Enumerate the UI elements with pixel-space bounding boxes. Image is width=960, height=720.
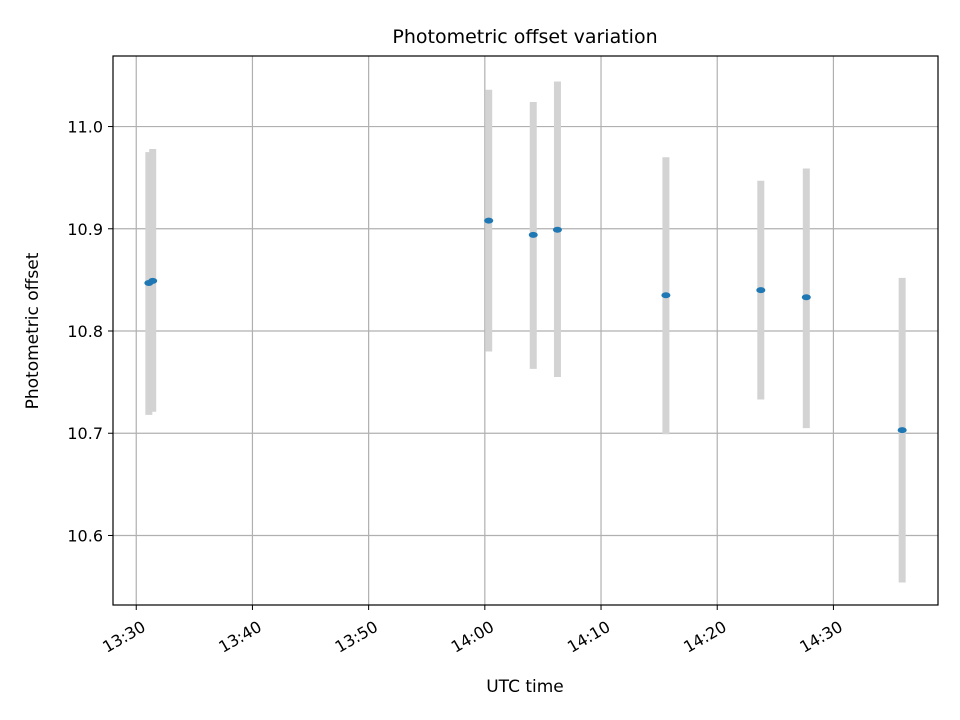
y-tick-label: 10.8 [67, 322, 103, 341]
y-axis-label: Photometric offset [23, 252, 43, 409]
data-point [552, 226, 562, 233]
data-point [148, 277, 158, 284]
x-tick-label: 13:50 [332, 617, 381, 657]
data-point [756, 287, 766, 294]
y-tick-label: 10.9 [67, 220, 103, 239]
grid [113, 56, 938, 605]
data-point [528, 231, 538, 238]
data-point [897, 427, 907, 434]
y-tick-label: 11.0 [67, 118, 103, 137]
chart-title: Photometric offset variation [392, 26, 657, 48]
x-axis-ticks: 13:30 13:40 13:50 14:00 14:10 14:20 14:30 [99, 605, 846, 657]
data-points [144, 217, 907, 434]
x-tick-label: 13:40 [215, 617, 264, 657]
x-tick-label: 13:30 [99, 617, 148, 657]
data-point [661, 292, 671, 299]
y-axis-ticks: 10.6 10.7 10.8 10.9 11.0 [67, 118, 113, 545]
data-point [801, 294, 811, 301]
x-axis-label: UTC time [486, 677, 564, 697]
data-point [484, 217, 494, 224]
error-bars [145, 81, 906, 583]
x-tick-label: 14:10 [564, 617, 613, 657]
plot-frame [112, 55, 939, 606]
x-tick-label: 14:00 [448, 617, 497, 657]
x-tick-label: 14:30 [796, 617, 845, 657]
y-tick-label: 10.6 [67, 526, 103, 545]
x-tick-label: 14:20 [680, 617, 729, 657]
y-tick-label: 10.7 [67, 424, 103, 443]
